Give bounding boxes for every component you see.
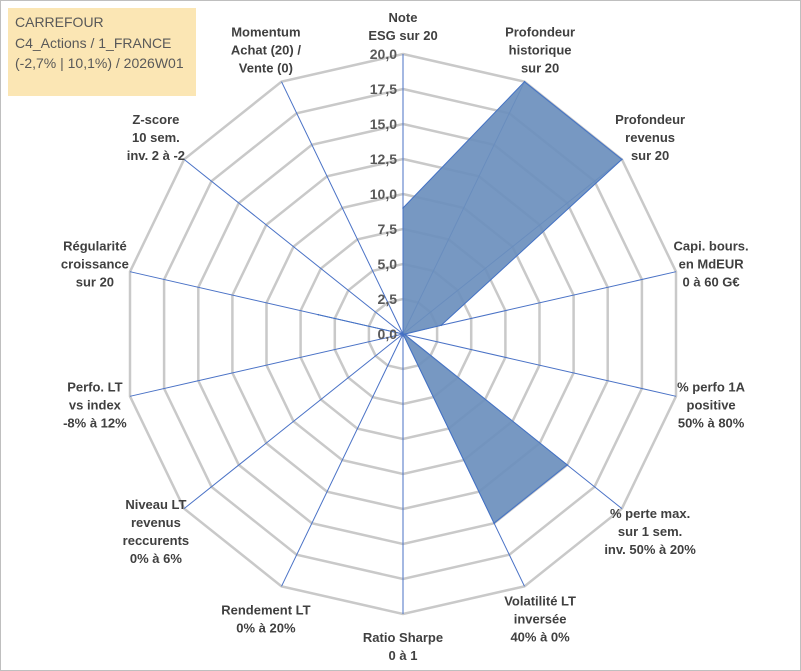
data-point-0 bbox=[402, 207, 404, 209]
axis-label-line: ESG sur 20 bbox=[368, 28, 437, 43]
axis-label-line: 0% à 20% bbox=[236, 621, 296, 636]
spoke-3 bbox=[402, 271, 677, 335]
axis-label-line: historique bbox=[509, 42, 572, 57]
axis-label-line: % perte max. bbox=[610, 506, 690, 521]
spoke-8 bbox=[281, 333, 404, 587]
title-period: (-2,7% | 10,1%) / 2026W01 bbox=[15, 55, 184, 71]
tick-label-1: 2,5 bbox=[378, 291, 398, 307]
axis-label-line: Achat (20) / bbox=[231, 42, 301, 57]
tick-label-8: 20,0 bbox=[370, 46, 397, 62]
axis-label-line: revenus bbox=[131, 515, 181, 530]
data-point-4 bbox=[403, 333, 406, 336]
axis-label-line: revenus bbox=[625, 130, 675, 145]
axis-label-line: positive bbox=[687, 397, 736, 412]
axis-label-1: Profondeur historique sur 20 bbox=[505, 24, 575, 75]
axis-label-9: Niveau LT revenus reccurents 0% à 6% bbox=[123, 497, 189, 566]
axis-label-line: inv. 2 à -2 bbox=[127, 148, 185, 163]
chart-title-box: CARREFOUR C4_Actions / 1_FRANCE (-2,7% |… bbox=[8, 8, 196, 96]
axis-label-line: 0% à 6% bbox=[130, 551, 182, 566]
axis-label-line: Niveau LT bbox=[125, 497, 186, 512]
axis-label-line: Volatilité LT bbox=[504, 594, 576, 609]
title-category: C4_Actions / 1_FRANCE bbox=[15, 34, 172, 51]
data-point-3 bbox=[440, 324, 443, 327]
axis-label-line: 50% à 80% bbox=[678, 415, 745, 430]
axis-label-line: Profondeur bbox=[615, 112, 685, 127]
axis-label-line: -8% à 12% bbox=[63, 415, 127, 430]
axis-label-10: Perfo. LT vs index -8% à 12% bbox=[63, 379, 127, 430]
axis-label-line: Vente (0) bbox=[239, 60, 293, 75]
axis-label-line: reccurents bbox=[123, 533, 189, 548]
axis-label-line: Capi. bours. bbox=[674, 239, 749, 254]
spoke-12 bbox=[183, 159, 404, 335]
axis-label-11: Régularité croissance sur 20 bbox=[61, 239, 129, 290]
tick-label-4: 10,0 bbox=[370, 186, 397, 202]
spoke-9 bbox=[183, 333, 404, 509]
data-point-5 bbox=[566, 464, 568, 466]
tick-label-2: 5,0 bbox=[378, 256, 398, 272]
axis-label-line: sur 20 bbox=[76, 275, 114, 290]
axis-label-line: sur 20 bbox=[631, 148, 669, 163]
data-point-11 bbox=[317, 313, 320, 316]
radar-series bbox=[317, 80, 623, 524]
axis-label-line: sur 20 bbox=[521, 60, 559, 75]
axis-label-line: Z-score bbox=[132, 112, 179, 127]
axis-label-line: vs index bbox=[69, 397, 122, 412]
axis-label-line: 0 à 1 bbox=[389, 648, 418, 663]
data-point-2 bbox=[621, 158, 623, 161]
axis-label-0: Note ESG sur 20 bbox=[368, 10, 437, 43]
axis-label-7: Ratio Sharpe 0 à 1 bbox=[363, 630, 443, 663]
axis-label-line: Momentum bbox=[231, 24, 300, 39]
tick-label-5: 12,5 bbox=[370, 151, 397, 167]
axis-label-line: 10 sem. bbox=[132, 130, 180, 145]
data-point-6 bbox=[493, 522, 495, 524]
tick-label-0: 0,0 bbox=[378, 326, 398, 342]
data-point-1 bbox=[523, 80, 526, 83]
axis-label-12: Z-score 10 sem. inv. 2 à -2 bbox=[127, 112, 185, 163]
radial-tick-labels: 0,0 2,5 5,0 7,5 10,0 12,5 15,0 17,5 20,0 bbox=[370, 46, 397, 342]
axis-label-line: 40% à 0% bbox=[510, 630, 570, 645]
axis-label-4: % perfo 1A positive 50% à 80% bbox=[677, 379, 746, 430]
tick-label-6: 15,0 bbox=[370, 116, 397, 132]
axis-label-3: Capi. bours. en MdEUR 0 à 60 G€ bbox=[674, 239, 749, 290]
title-company: CARREFOUR bbox=[15, 14, 104, 30]
axis-label-line: inv. 50% à 20% bbox=[604, 542, 696, 557]
spoke-10 bbox=[129, 333, 404, 397]
axis-label-8: Rendement LT 0% à 20% bbox=[221, 603, 310, 636]
axis-label-5: % perte max. sur 1 sem. inv. 50% à 20% bbox=[604, 506, 696, 557]
axis-label-line: Régularité bbox=[63, 239, 127, 254]
axis-label-line: sur 1 sem. bbox=[618, 524, 682, 539]
spoke-13 bbox=[281, 81, 404, 335]
axis-label-line: Rendement LT bbox=[221, 603, 310, 618]
tick-label-3: 7,5 bbox=[378, 221, 398, 237]
axis-label-line: inversée bbox=[514, 612, 567, 627]
axis-label-6: Volatilité LT inversée 40% à 0% bbox=[504, 594, 576, 645]
tick-label-7: 17,5 bbox=[370, 81, 397, 97]
axis-label-line: Note bbox=[389, 10, 418, 25]
axis-label-line: Perfo. LT bbox=[67, 379, 122, 394]
axis-label-line: Ratio Sharpe bbox=[363, 630, 443, 645]
category-labels: Note ESG sur 20 Profondeur historique sur 20… bbox=[61, 10, 749, 663]
axis-label-13: Momentum Achat (20) / Vente (0) bbox=[231, 24, 301, 75]
axis-label-line: % perfo 1A bbox=[677, 379, 746, 394]
axis-label-line: en MdEUR bbox=[679, 257, 745, 272]
axis-label-line: Profondeur bbox=[505, 24, 575, 39]
spoke-4 bbox=[402, 333, 677, 397]
axis-label-line: 0 à 60 G€ bbox=[683, 275, 740, 290]
axis-label-2: Profondeur revenus sur 20 bbox=[615, 112, 685, 163]
data-point-13 bbox=[402, 333, 404, 335]
axis-label-line: croissance bbox=[61, 257, 129, 272]
